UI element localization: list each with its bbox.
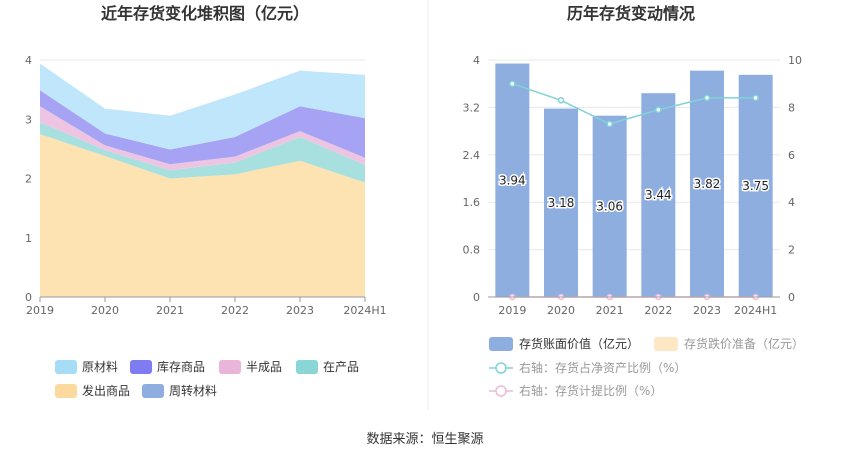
line-series-0 [512,82,756,125]
left-legend-swatch [219,360,241,374]
bar-data-label: 3.18 [548,196,575,210]
left-x-tick-label: 2022 [221,304,249,317]
right-y-right-tick-label: 4 [788,196,795,209]
right-legend-label: 右轴：存货占净资产比例（%） [519,360,686,375]
right-legend-marker [495,362,507,374]
left-legend-swatch [142,384,164,398]
right-legend-swatch [489,337,513,351]
left-x-tick-label: 2021 [156,304,184,317]
right-y-right-tick-label: 8 [788,101,795,114]
right-x-tick-label: 2021 [596,304,624,317]
right-y-left-tick-label: 3.2 [463,101,481,114]
left-legend-swatch [55,360,77,374]
right-x-tick-label: 2022 [644,304,672,317]
left-y-tick-label: 3 [25,113,32,126]
right-legend-marker [495,385,507,397]
left-y-tick-label: 1 [25,232,32,245]
right-bars: 3.94 3.18 3.06 3.44 3.82 3.75 [495,63,773,298]
right-y-left-tick-label: 0 [473,291,480,304]
bar-data-label: 3.06 [596,199,623,213]
area-series-2 [40,106,365,171]
left-legend-swatch [55,384,77,398]
line-point [703,94,711,102]
left-axis: 2019 2020 2021 2022 2023 2024H1 [26,296,387,317]
left-x-tick-label: 2019 [26,304,54,317]
inventory-bar [641,93,676,298]
right-chart-title: 历年存货变动情况 [567,4,695,23]
inventory-bar [495,63,530,298]
right-y-left-tick-label: 1.6 [463,196,481,209]
left-y-tick-label: 0 [25,291,32,304]
left-legend-label: 在产品 [323,360,359,374]
left-legend-label: 发出商品 [82,383,130,398]
right-grid: 0 0.8 1.6 2.4 3.2 4 0 2 4 6 8 10 [463,54,803,304]
right-y-left-tick-label: 2.4 [463,149,481,162]
left-legend-swatch [296,360,318,374]
right-y-right-tick-label: 0 [788,291,795,304]
left-legend-label: 原材料 [82,360,118,374]
bar-data-label: 3.44 [645,188,672,202]
left-legend-label: 库存商品 [157,359,205,374]
bar-data-label: 3.75 [742,179,769,193]
left-legend-label: 半成品 [246,360,282,374]
right-legend-swatch [654,337,678,351]
left-areas [40,63,365,297]
line-point [655,106,662,114]
area-series-1 [40,122,365,183]
left-y-tick-label: 4 [25,54,32,67]
left-legend-label: 周转材料 [169,383,217,398]
left-y-tick-label: 2 [25,173,32,186]
data-source-footer: 数据来源：恒生聚源 [366,432,483,447]
right-x-tick-label: 2024H1 [734,304,777,317]
right-legend-label: 右轴：存货计提比例（%） [519,383,662,398]
right-x-tick-label: 2019 [498,304,526,317]
line-point [509,80,516,87]
area-series-4 [40,63,365,150]
inventory-bar [544,108,578,298]
bar-data-label: 3.94 [499,173,526,187]
right-x-tick-label: 2023 [693,304,721,317]
area-series-3 [40,90,365,165]
right-x-tick-label: 2020 [547,304,575,317]
right-axis: 2019 2020 2021 2022 2023 2024H1 [488,296,780,317]
left-chart-title: 近年存货变化堆积图（亿元） [101,4,309,23]
inventory-bar [592,115,627,297]
left-legend-swatch [130,360,152,374]
right-y-right-tick-label: 2 [788,244,795,257]
bar-data-label: 3.82 [694,177,721,191]
left-x-tick-label: 2020 [91,304,119,317]
right-y-right-tick-label: 6 [788,149,795,162]
stacked-area-chart: 近年存货变化堆积图（亿元） 0 1 2 3 4 2019 2020 2021 2022 2023… [25,4,387,398]
left-x-tick-label: 2024H1 [343,304,386,317]
inventory-bar [690,70,724,297]
right-y-left-tick-label: 0.8 [463,244,481,257]
line-point [752,94,759,102]
right-legend: 存货账面价值（亿元） 存货跌价准备（亿元） 右轴：存货占净资产比例（%） 右轴：存货计… [489,336,804,398]
inventory-bar [738,74,773,297]
right-legend-label: 存货账面价值（亿元） [519,336,639,351]
line-point [557,97,565,104]
right-y-left-tick-label: 4 [473,54,480,67]
left-x-tick-label: 2023 [286,304,314,317]
right-y-right-tick-label: 10 [788,54,802,67]
right-legend-label: 存货跌价准备（亿元） [684,336,804,351]
area-series-0 [40,134,365,297]
line-point [606,120,613,128]
